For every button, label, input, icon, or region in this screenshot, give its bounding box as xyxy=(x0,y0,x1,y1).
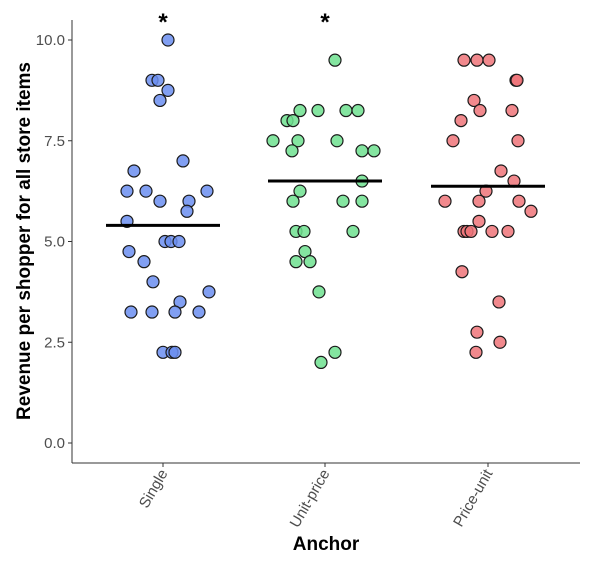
data-point xyxy=(168,305,182,319)
y-tick-label: 0.0 xyxy=(44,435,65,452)
data-point xyxy=(153,93,167,108)
data-point xyxy=(172,234,186,249)
data-point xyxy=(493,335,507,349)
data-point xyxy=(139,184,153,198)
data-point xyxy=(200,184,214,198)
data-point xyxy=(494,164,508,178)
data-point xyxy=(286,113,300,128)
data-point xyxy=(266,134,280,148)
data-point xyxy=(467,93,481,108)
data-point xyxy=(472,214,486,228)
x-tick-label: Unit-price xyxy=(287,467,334,531)
data-point xyxy=(176,154,190,168)
data-point xyxy=(457,53,471,67)
data-point xyxy=(286,194,300,208)
data-point xyxy=(202,285,216,299)
data-point xyxy=(336,194,350,208)
data-point xyxy=(146,275,160,289)
data-point xyxy=(168,345,182,359)
data-point xyxy=(289,255,303,269)
data-point xyxy=(120,184,134,198)
data-point xyxy=(293,103,307,118)
data-point xyxy=(454,113,468,128)
y-tick-label: 5.0 xyxy=(44,234,65,251)
data-point xyxy=(328,345,342,359)
data-point xyxy=(472,194,486,208)
data-point xyxy=(455,265,469,279)
data-point xyxy=(314,355,328,369)
data-point xyxy=(192,305,206,319)
data-point xyxy=(311,103,325,118)
data-point xyxy=(501,224,515,239)
data-point xyxy=(297,224,311,239)
data-point xyxy=(446,134,460,148)
data-point xyxy=(505,103,519,118)
significance-marker: * xyxy=(158,9,168,36)
data-point xyxy=(137,255,151,269)
data-point xyxy=(339,103,353,118)
data-point xyxy=(482,53,496,67)
data-point xyxy=(511,134,525,148)
data-point xyxy=(470,325,484,339)
data-point xyxy=(469,345,483,359)
x-tick-label: Price-unit xyxy=(450,466,497,530)
data-point xyxy=(127,164,141,178)
data-point xyxy=(145,305,159,319)
x-tick-label: Single xyxy=(136,467,172,512)
data-point xyxy=(355,194,369,208)
data-point xyxy=(512,194,526,208)
data-point xyxy=(510,73,524,87)
y-tick-label: 7.5 xyxy=(44,133,65,150)
data-point xyxy=(485,224,499,239)
y-axis-label: Revenue per shopper for all store items xyxy=(14,62,35,420)
data-point xyxy=(293,184,307,198)
data-point xyxy=(464,224,478,239)
data-point xyxy=(161,83,175,97)
data-point xyxy=(351,103,365,118)
y-tick-label: 2.5 xyxy=(44,334,65,351)
data-point xyxy=(161,33,175,47)
data-point xyxy=(473,103,487,118)
data-point xyxy=(328,53,342,67)
x-axis-label: Anchor xyxy=(293,534,360,555)
y-tick-label: 10.0 xyxy=(36,32,65,49)
data-point xyxy=(122,244,136,259)
data-point xyxy=(330,134,344,148)
data-point xyxy=(492,295,506,309)
data-point xyxy=(524,204,538,218)
data-point xyxy=(285,144,299,158)
data-point xyxy=(312,285,326,299)
data-point xyxy=(151,73,165,87)
data-point xyxy=(303,255,317,269)
data-point xyxy=(124,305,138,319)
data-point xyxy=(153,194,167,208)
data-point xyxy=(355,144,369,158)
data-point xyxy=(346,224,360,239)
data-point xyxy=(291,134,305,148)
significance-marker: * xyxy=(320,9,330,36)
data-point xyxy=(438,194,452,208)
data-point xyxy=(367,144,381,158)
data-point xyxy=(180,204,194,218)
data-point xyxy=(470,53,484,67)
